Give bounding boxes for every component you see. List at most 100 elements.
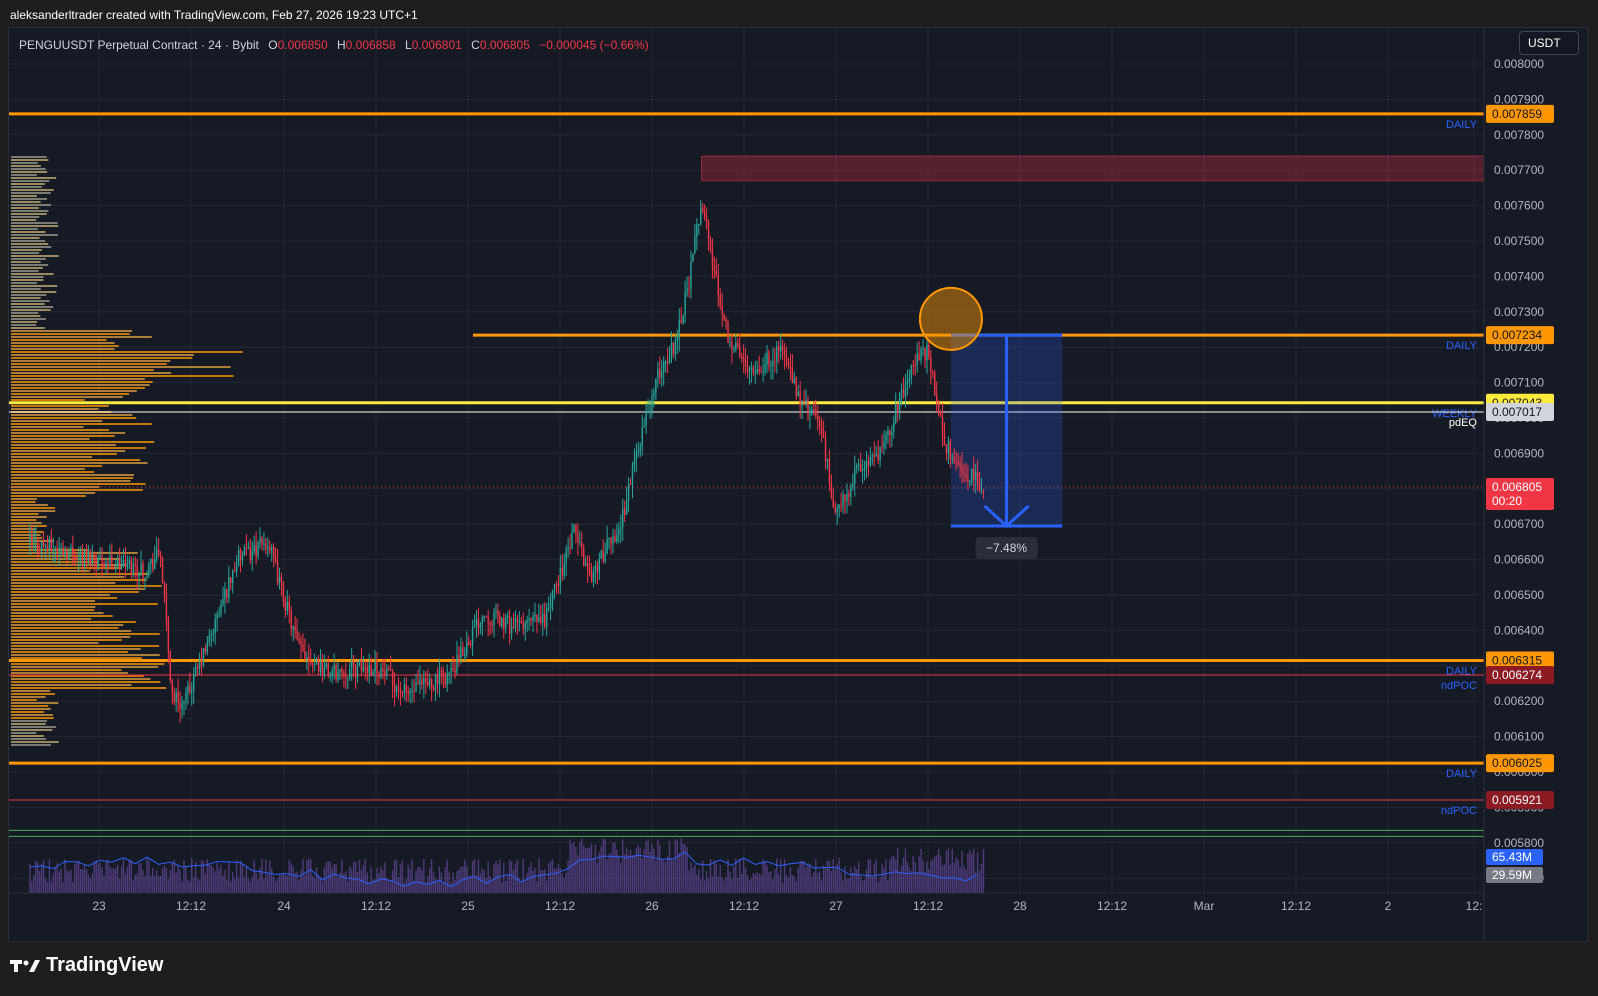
volume-bar: [924, 871, 926, 893]
candle-body: [140, 563, 142, 572]
candle-body: [341, 669, 343, 673]
volume-profile-bar: [11, 564, 127, 566]
candle-body: [748, 369, 751, 372]
price-axis-tick: 0.007500: [1494, 234, 1544, 248]
level-tag-label: WEEKLY: [1432, 408, 1478, 420]
volume-bar: [592, 858, 595, 893]
volume-bar: [873, 863, 875, 893]
currency-button[interactable]: USDT: [1519, 31, 1579, 55]
candle-body: [251, 551, 253, 560]
volume-ma-badge: [1486, 867, 1543, 883]
candle-body: [427, 682, 429, 685]
volume-bar: [754, 874, 757, 893]
volume-profile-bar: [11, 393, 130, 395]
volume-bar: [144, 876, 146, 893]
volume-bar: [247, 878, 250, 893]
low-label: L: [405, 38, 412, 52]
candle-body: [97, 556, 99, 567]
candle-body: [623, 508, 626, 515]
volume-bar: [347, 881, 349, 893]
candle-body: [364, 667, 367, 669]
volume-bar: [395, 860, 398, 893]
candle-body: [374, 661, 376, 672]
volume-bar: [163, 865, 166, 893]
candle-body: [924, 348, 926, 361]
candle-body: [733, 349, 735, 351]
volume-bar: [458, 869, 460, 893]
candle-body: [136, 565, 138, 576]
volume-bar: [865, 869, 868, 893]
candle-body: [327, 663, 329, 676]
volume-bar: [292, 866, 294, 893]
candle-body: [46, 546, 49, 550]
volume-profile-bar: [11, 585, 162, 587]
volume-bar: [194, 861, 197, 893]
volume-bar: [791, 874, 794, 893]
volume-profile-bar: [11, 189, 54, 191]
symbol-name[interactable]: PENGUUSDT Perpetual Contract · 24 · Bybi…: [19, 38, 259, 52]
tradingview-logo[interactable]: TradingView: [10, 954, 163, 977]
volume-bar: [196, 878, 199, 893]
candle-body: [235, 565, 238, 572]
candle-body: [66, 551, 68, 559]
volume-profile-bar: [11, 627, 119, 629]
candle-body: [489, 622, 491, 625]
volume-profile-bar: [11, 333, 130, 335]
volume-bar: [627, 855, 630, 893]
volume-profile-bar: [11, 174, 37, 176]
price-axis-tick: 0.006100: [1494, 730, 1544, 744]
candle-body: [315, 661, 318, 664]
candle-body: [551, 590, 554, 603]
candle-body: [871, 455, 874, 457]
candle-body: [58, 547, 60, 552]
volume-bar: [707, 877, 710, 893]
volume-bar: [393, 859, 396, 893]
volume-bar: [844, 866, 846, 893]
open-label: O: [268, 38, 278, 52]
volume-bar: [971, 853, 973, 893]
volume-bar: [386, 877, 388, 893]
candle-body: [941, 416, 944, 435]
candle-body: [674, 340, 677, 354]
volume-bar: [198, 880, 201, 893]
candle-body: [577, 534, 579, 543]
volume-bar: [639, 847, 641, 893]
time-axis-tick: 24: [277, 899, 291, 913]
volume-bar: [218, 868, 220, 893]
level-tag-label: DAILY: [1446, 340, 1478, 352]
volume-bar: [46, 882, 49, 893]
volume-bar: [579, 841, 581, 893]
volume-bar: [232, 872, 234, 893]
volume-bar: [783, 858, 786, 893]
volume-bar: [594, 844, 597, 893]
volume-bar: [95, 860, 97, 893]
volume-badge-label: 65.43M: [1492, 850, 1532, 864]
last-price-badge: [1486, 478, 1554, 511]
volume-profile-bar: [11, 198, 47, 200]
volume-bar: [274, 880, 277, 893]
candle-body: [717, 274, 719, 296]
volume-profile-bar: [11, 594, 110, 596]
candle-body: [425, 678, 427, 683]
volume-bar: [294, 872, 296, 893]
candle-body: [817, 415, 819, 421]
candle-body: [267, 546, 269, 549]
volume-profile-bar: [11, 405, 109, 407]
volume-bar: [315, 867, 318, 893]
volume-bar: [241, 864, 244, 893]
candle-body: [813, 409, 815, 411]
candle-body: [403, 684, 406, 694]
volume-bar: [425, 882, 427, 893]
volume-bar: [850, 867, 852, 893]
volume-bar: [272, 876, 275, 893]
candle-body: [501, 617, 503, 627]
volume-bar: [440, 872, 443, 893]
candle-body: [859, 464, 862, 472]
candle-body: [893, 422, 895, 432]
candle-body: [540, 616, 542, 624]
candle-body: [588, 569, 591, 574]
high-label: H: [336, 38, 346, 52]
candle-body: [202, 648, 205, 666]
chart-panel[interactable]: DAILY DAILY WEEKLY pdEQ DAILY ndPOC DAILY ndPOC…: [8, 27, 1588, 942]
